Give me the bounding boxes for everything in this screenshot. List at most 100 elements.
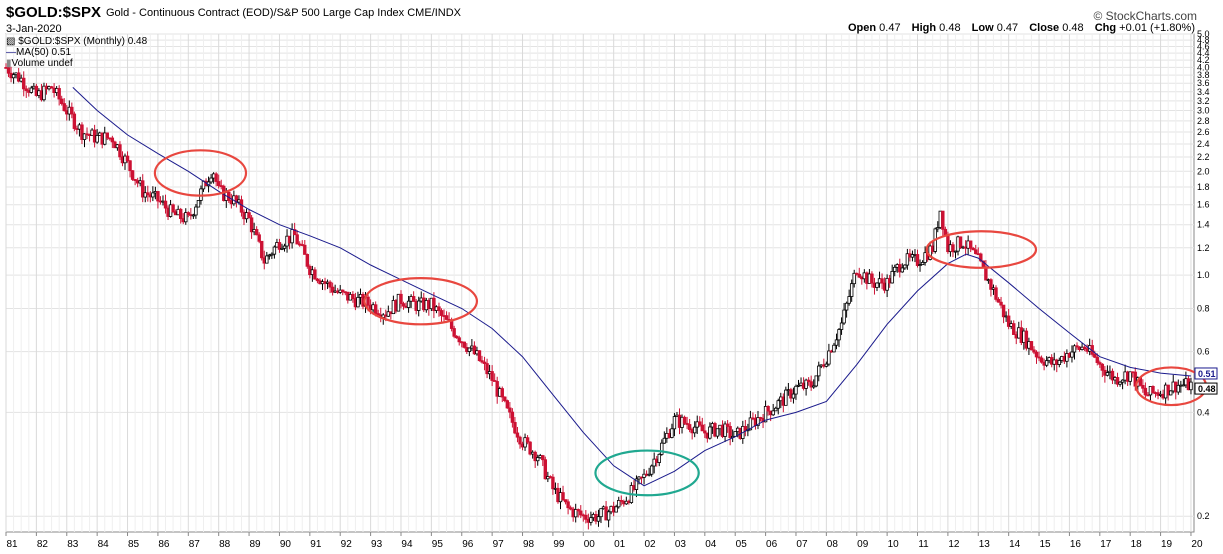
price-bar-body: [915, 254, 920, 266]
x-tick-label: 98: [523, 539, 535, 550]
y-tick-label: 4.6: [1197, 41, 1210, 51]
price-bar-body: [804, 379, 808, 389]
price-bar-body: [662, 437, 667, 444]
price-bar-body: [95, 135, 99, 143]
y-tick-label: 4.2: [1197, 55, 1210, 65]
y-tick-label: 2.8: [1197, 116, 1210, 126]
price-bar-body: [1189, 381, 1193, 391]
price-bar-body: [839, 322, 844, 330]
price-bar-body: [439, 310, 444, 316]
price-bar-body: [1098, 362, 1102, 365]
price-bar-body: [1095, 356, 1099, 363]
price-bar-body: [194, 206, 198, 216]
chart-date: 3-Jan-2020: [6, 23, 62, 35]
price-bar-body: [968, 240, 973, 249]
price-bar-body: [1146, 394, 1150, 397]
price-bar-body: [1181, 384, 1186, 387]
volume-legend-icon: ▮: [6, 58, 12, 69]
value-flag-label: 0.48: [1198, 384, 1216, 394]
price-bar-body: [1039, 357, 1044, 363]
price-bar-body: [814, 375, 818, 387]
price-bar-body: [341, 289, 345, 293]
price-bar-body: [1044, 360, 1049, 366]
price-bar-body: [900, 267, 905, 273]
y-tick-label: 2.4: [1197, 139, 1210, 149]
y-tick-label: 3.2: [1197, 96, 1210, 106]
price-bar-body: [1100, 363, 1105, 371]
price-bar-body: [103, 132, 107, 145]
x-tick-label: 03: [675, 539, 687, 550]
ohlc-readout: Open 0.47 High 0.48 Low 0.47 Close 0.48 …: [848, 22, 1195, 34]
price-bar-body: [62, 103, 66, 112]
price-bar-body: [533, 451, 537, 462]
price-bar-body: [525, 437, 530, 443]
price-bar-body: [16, 72, 21, 82]
price-bar-body: [454, 335, 459, 339]
price-bar-body: [72, 113, 77, 129]
y-tick-label: 0.8: [1197, 304, 1210, 314]
x-tick-label: 86: [158, 539, 170, 550]
price-bar-body: [844, 302, 849, 311]
price-bar-body: [411, 296, 416, 302]
price-bar-body: [1115, 377, 1120, 385]
high-label: High: [911, 22, 937, 34]
price-bar-body: [599, 508, 603, 518]
price-bar-body: [971, 247, 975, 251]
price-bar-body: [280, 247, 284, 250]
price-bar-body: [910, 254, 915, 258]
price-bar-body: [356, 296, 360, 308]
price-bar-body: [270, 253, 274, 256]
price-bar-body: [698, 421, 702, 426]
price-bar-body: [875, 282, 879, 288]
price-bar-body: [399, 293, 403, 305]
price-bar-body: [563, 499, 568, 503]
stockcharts-brand[interactable]: © StockCharts.com: [1093, 9, 1197, 23]
price-bar-body: [728, 426, 732, 439]
price-bar-body: [1105, 372, 1110, 376]
price-bar-body: [1093, 353, 1097, 358]
price-bar-body: [809, 381, 813, 388]
price-bar-body: [457, 337, 461, 343]
x-tick-label: 87: [189, 539, 201, 550]
x-tick-label: 81: [6, 539, 18, 550]
price-bar-body: [614, 506, 618, 513]
price-bar-body: [60, 98, 64, 104]
price-bar-body: [303, 244, 307, 255]
price-bar-body: [265, 255, 269, 264]
annotation-ellipse-2: [363, 277, 479, 326]
x-tick-label: 13: [979, 539, 991, 550]
price-bar-body: [893, 266, 897, 272]
x-tick-label: 10: [888, 539, 900, 550]
x-tick-label: 01: [614, 539, 626, 550]
price-bar-body: [584, 514, 588, 520]
x-tick-label: 93: [371, 539, 383, 550]
price-bar-body: [842, 309, 846, 324]
legend-volume: ▮Volume undef: [6, 58, 73, 69]
x-tick-label: 88: [219, 539, 231, 550]
x-tick-label: 17: [1100, 539, 1112, 550]
price-bar-body: [1012, 323, 1016, 335]
value-flag-box: [1194, 367, 1218, 380]
x-tick-label: 05: [736, 539, 748, 550]
price-bar-body: [817, 365, 821, 377]
price-bar-body: [928, 245, 932, 260]
y-tick-label: 1.0: [1197, 270, 1210, 280]
x-tick-label: 82: [37, 539, 49, 550]
price-bar-body: [771, 410, 775, 416]
y-tick-label: 3.4: [1197, 87, 1210, 97]
price-bar-body: [999, 301, 1003, 306]
price-bar-body: [1032, 349, 1036, 353]
price-bar-body: [941, 210, 945, 230]
price-bar-body: [452, 328, 456, 337]
price-bar-body: [1141, 385, 1145, 389]
price-bar-body: [179, 208, 183, 219]
price-bar-body: [151, 192, 155, 198]
price-bar-body: [568, 507, 573, 510]
price-bar-body: [774, 407, 778, 412]
x-tick-label: 11: [918, 539, 929, 550]
price-bar-body: [437, 306, 441, 311]
price-bar-body: [146, 192, 150, 196]
price-bar-body: [351, 293, 355, 300]
low-label: Low: [971, 22, 994, 34]
